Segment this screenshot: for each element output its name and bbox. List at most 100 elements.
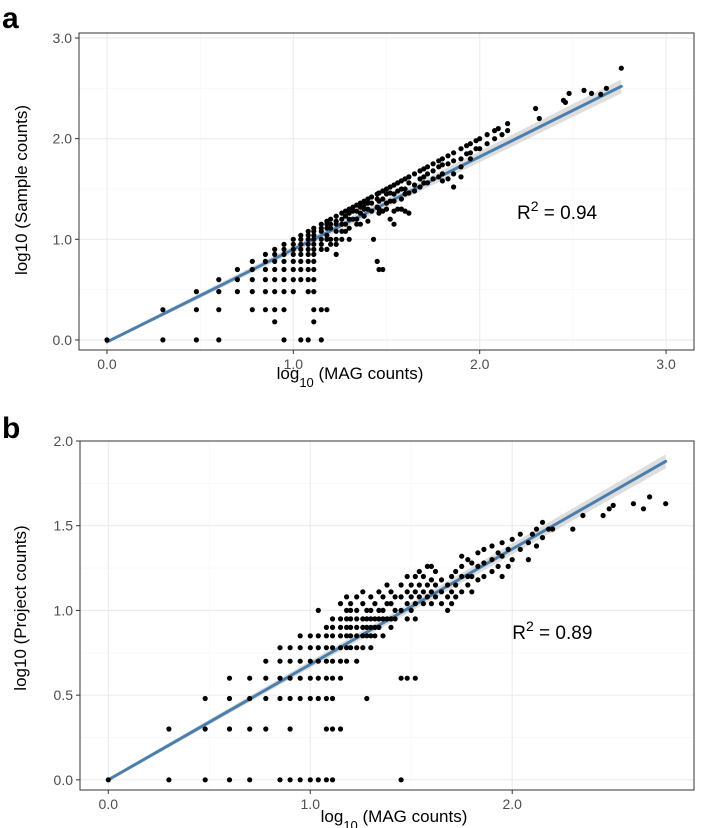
data-point [234, 277, 240, 283]
data-point [398, 675, 404, 681]
data-point [311, 251, 317, 257]
data-point [324, 221, 330, 227]
panel-a-y-axis: 0.0 1.0 2.0 3.0 [53, 30, 79, 348]
data-point [411, 171, 418, 177]
data-point [465, 582, 471, 588]
data-point [297, 633, 303, 639]
data-point [297, 658, 303, 664]
data-point [406, 210, 412, 216]
data-point [458, 146, 464, 152]
panel-a-x-title: log10 (MAG counts) [277, 364, 424, 390]
data-point [354, 607, 360, 614]
data-point [277, 777, 283, 783]
data-point [459, 553, 465, 559]
data-point [484, 132, 490, 138]
data-point [281, 277, 287, 283]
y-tick-label: 0.0 [54, 772, 74, 788]
y-tick-label: 1.0 [54, 602, 74, 618]
data-point [505, 546, 511, 553]
data-point [262, 289, 268, 295]
data-point [323, 695, 329, 702]
data-point [369, 194, 375, 200]
data-point [344, 607, 350, 614]
data-point [368, 633, 374, 639]
data-point [290, 277, 296, 283]
data-point [477, 146, 483, 152]
data-point [428, 563, 434, 570]
data-point [384, 582, 390, 588]
data-point [333, 213, 339, 219]
data-point [354, 594, 360, 600]
data-point [550, 526, 556, 532]
data-point [329, 645, 336, 651]
data-point [290, 236, 296, 242]
data-point [311, 236, 317, 242]
data-point [324, 307, 330, 313]
data-point [424, 594, 430, 600]
panel-a-x-title-rest: (MAG counts) [314, 364, 424, 383]
panel-b-y-axis: 0.0 0.5 1.0 1.5 2.0 [54, 433, 80, 788]
data-point [315, 777, 321, 783]
data-point [272, 319, 278, 325]
data-point [404, 589, 410, 595]
data-point [234, 289, 240, 295]
data-point [420, 589, 426, 595]
data-point [315, 633, 321, 639]
data-point [384, 601, 390, 607]
data-point [339, 221, 345, 227]
data-point [406, 174, 412, 180]
data-point [453, 568, 459, 575]
data-point [408, 594, 414, 600]
data-point [398, 196, 404, 202]
data-point [348, 624, 354, 631]
data-point [562, 99, 569, 105]
data-point [495, 126, 501, 132]
y-tick-label: 2.0 [54, 433, 74, 449]
data-point [287, 777, 293, 783]
data-point [166, 777, 172, 783]
data-point [311, 289, 317, 295]
data-point [166, 726, 172, 732]
data-point [348, 601, 354, 607]
data-point [290, 241, 296, 247]
data-point [323, 658, 329, 664]
data-point [499, 553, 505, 559]
data-point [281, 251, 287, 257]
data-point [388, 601, 394, 607]
data-point [539, 535, 546, 541]
data-point [388, 589, 394, 595]
panel-a-x-title-base: log [277, 364, 300, 383]
data-point [360, 624, 366, 631]
data-point [428, 601, 434, 607]
data-point [647, 494, 653, 500]
data-point [439, 156, 445, 162]
data-point [298, 277, 304, 283]
data-point [610, 502, 616, 508]
data-point [369, 200, 375, 206]
data-point [424, 180, 431, 186]
data-point [315, 675, 321, 681]
data-point [323, 675, 329, 681]
data-point [467, 141, 473, 147]
data-point [249, 289, 255, 295]
data-point [376, 616, 382, 622]
data-point [324, 232, 330, 238]
data-point [546, 526, 552, 532]
data-point [421, 174, 427, 180]
data-point [509, 536, 515, 542]
data-point [445, 161, 451, 167]
data-point [216, 307, 222, 313]
panel-b-r2-val: = 0.89 [534, 623, 593, 644]
data-point [398, 594, 404, 600]
data-point [226, 695, 233, 702]
data-point [247, 726, 253, 732]
panel-a-r2-label: R2 = 0.94 [517, 198, 598, 224]
data-point [424, 171, 431, 177]
data-point [337, 616, 344, 622]
data-point [477, 136, 483, 142]
data-point [234, 266, 240, 273]
data-point [430, 176, 436, 182]
data-point [328, 236, 334, 242]
data-point [298, 246, 304, 252]
data-point [445, 607, 451, 614]
